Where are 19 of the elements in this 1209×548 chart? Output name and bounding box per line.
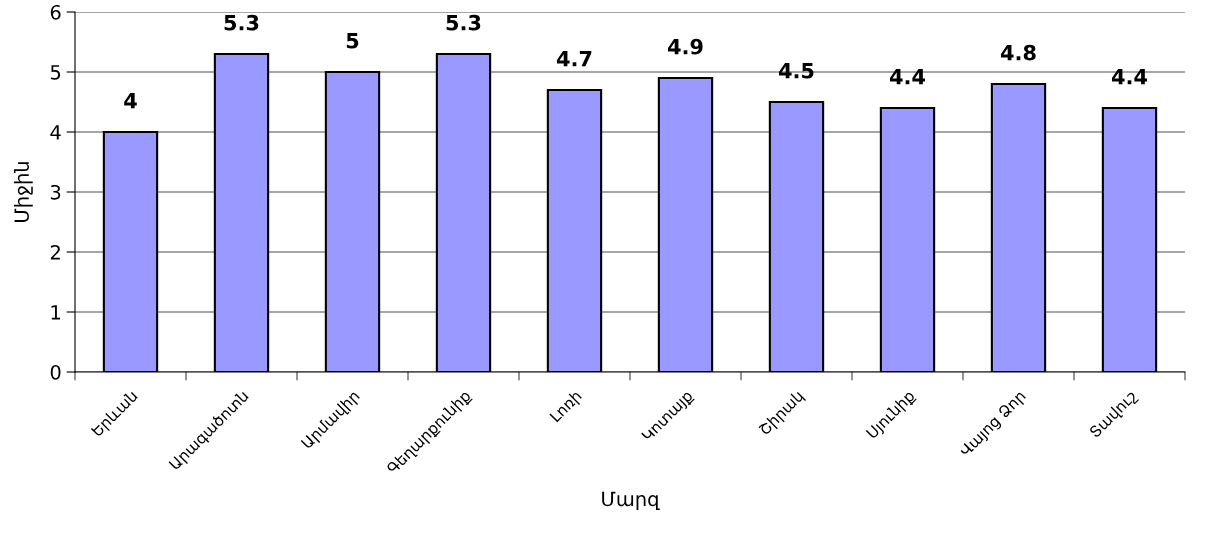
- y-tick-label: 4: [50, 125, 61, 140]
- y-tick-label: 5: [50, 65, 61, 80]
- y-tick-label: 1: [51, 305, 61, 320]
- data-label: 5: [346, 33, 359, 49]
- data-label: 4.5: [778, 63, 814, 79]
- data-label: 4: [124, 93, 137, 109]
- data-label: 4.8: [1000, 44, 1036, 61]
- y-tick-label: 0: [50, 364, 61, 380]
- data-label: 4.7: [556, 51, 592, 67]
- data-label: 5.3: [224, 14, 259, 31]
- data-label: 5.3: [446, 14, 481, 31]
- data-label: 4.9: [667, 38, 703, 55]
- data-label: 4.4: [889, 69, 925, 85]
- y-axis-title: Միջին: [13, 162, 33, 222]
- y-tick-label: 3: [50, 184, 61, 200]
- y-tick-label: 2: [50, 244, 60, 260]
- data-label: 4.4: [1111, 69, 1147, 85]
- y-tick-label: 6: [50, 4, 61, 20]
- x-axis-title: Մարզ: [602, 491, 660, 511]
